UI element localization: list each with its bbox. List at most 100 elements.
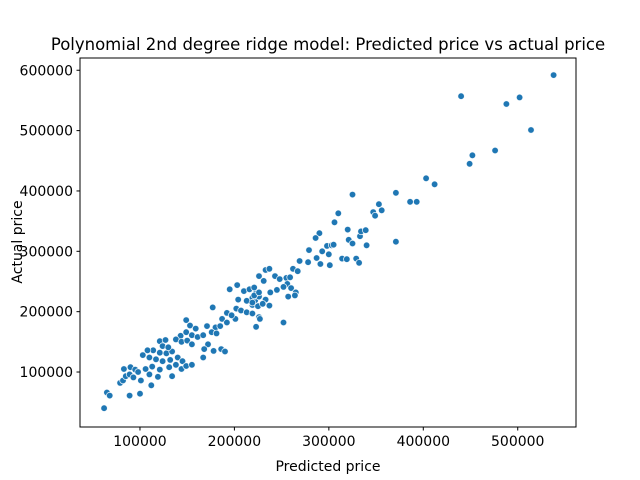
data-point [318,247,326,255]
data-point [199,353,207,362]
data-point [156,349,164,357]
data-point [355,259,363,267]
data-point [273,286,281,294]
data-point [199,331,207,339]
data-point [208,303,217,312]
data-point [515,93,524,102]
data-point [430,180,439,188]
data-point [392,237,400,246]
data-point [334,209,342,217]
data-point [315,229,324,237]
data-point [276,275,284,283]
data-point [134,368,142,376]
data-point [125,391,134,400]
data-point [182,328,190,336]
data-point [141,365,150,373]
data-point [137,376,145,385]
data-point [406,198,414,206]
data-point [145,353,154,362]
data-point [182,316,190,324]
data-point [371,211,379,220]
x-tick-label: 100000 [113,434,166,450]
data-point [161,336,170,344]
data-point [223,318,231,327]
y-tick-label: 200000 [20,305,73,321]
data-point [250,283,258,292]
y-tick-label: 600000 [20,63,73,79]
data-point [204,340,212,348]
data-point [265,265,274,273]
y-tick-label: 400000 [20,184,73,200]
data-point [209,347,218,355]
data-point [502,100,511,108]
data-point [188,340,196,348]
data-point [143,346,152,354]
data-point [392,189,400,197]
data-point [166,356,174,364]
data-point [105,391,114,400]
data-point [165,363,173,371]
data-point [234,295,242,304]
data-point [265,301,274,310]
data-point [255,288,263,297]
chart-title: Polynomial 2nd degree ridge model: Predi… [51,35,605,54]
data-point [286,273,294,281]
data-point [375,200,383,208]
data-point [188,361,196,369]
data-point [465,160,474,168]
y-tick-label: 100000 [20,365,73,381]
data-point [259,300,267,308]
data-point [218,315,226,323]
data-point [348,190,357,199]
data-point [344,225,352,234]
data-point [326,261,334,269]
data-point [248,309,257,318]
data-point [295,257,304,265]
data-point [316,260,325,268]
x-axis-label: Predicted price [275,459,380,475]
data-point [203,322,211,330]
ticks-layer: 100000 200000 300000 400000 500000 100000 2000… [20,63,545,450]
data-point [100,404,108,412]
data-point [191,324,200,333]
data-point [362,226,370,234]
data-point [145,370,154,379]
data-point [468,151,477,159]
x-tick-label: 300000 [302,434,355,450]
data-point [164,343,172,351]
data-point [491,146,499,155]
data-point [154,373,162,381]
y-axis-label: Actual price [10,200,26,283]
points-layer [100,71,558,412]
x-tick-label: 200000 [208,434,261,450]
data-point [348,239,357,248]
data-point [312,254,321,262]
axes-box [79,57,577,428]
data-point [291,291,299,300]
data-point [148,362,156,371]
data-point [225,285,234,293]
data-point [139,351,147,359]
data-point [330,218,339,226]
data-point [212,329,221,338]
data-point [233,281,241,289]
data-point [120,365,128,373]
data-point [287,284,295,292]
x-tick-label: 400000 [397,434,450,450]
data-point [256,315,264,323]
data-point [178,357,187,365]
y-tick-label: 300000 [20,244,73,260]
data-point [266,288,274,297]
data-point [200,345,208,353]
data-point [422,174,430,182]
data-point [252,323,260,331]
data-point [152,355,160,363]
data-point [255,272,263,280]
data-point [279,283,288,291]
data-point [284,292,292,301]
data-point [173,353,182,362]
data-point [248,298,257,307]
data-point [158,357,167,365]
